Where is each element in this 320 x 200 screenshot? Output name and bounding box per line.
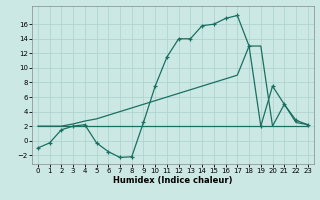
X-axis label: Humidex (Indice chaleur): Humidex (Indice chaleur) bbox=[113, 176, 233, 185]
